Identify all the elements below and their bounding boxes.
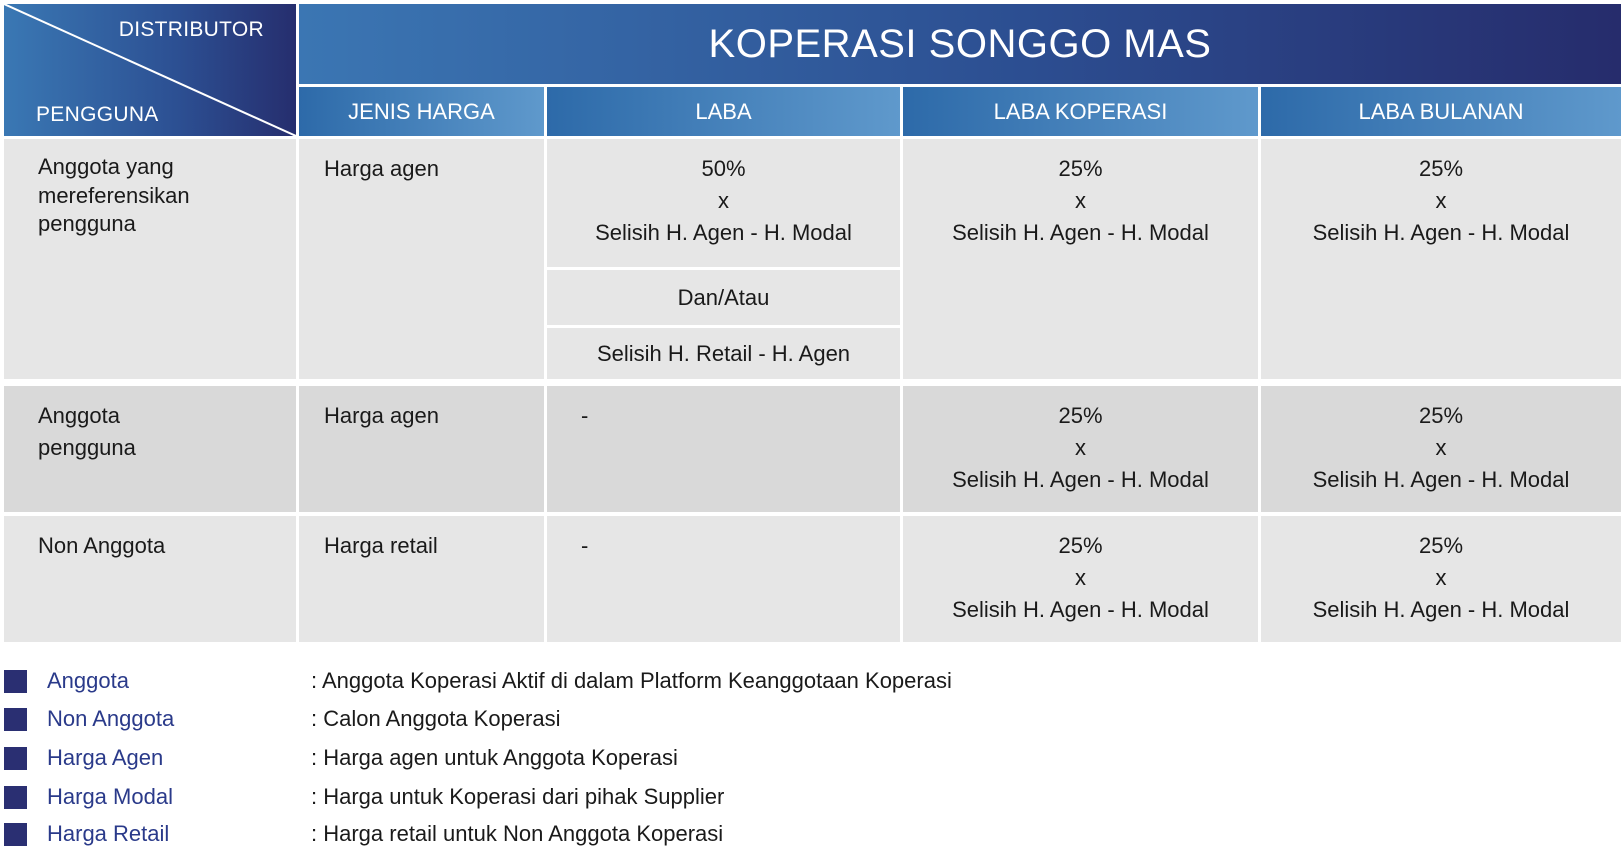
laba-bulanan-percent: 25% (1418, 156, 1464, 181)
legend-term-harga-modal: Harga Modal (47, 784, 173, 809)
table-row-1-laba-top: 50% x Selisih H. Agen - H. Modal (547, 139, 900, 267)
column-header-laba: LABA (547, 87, 900, 136)
laba-bulanan-formula: Selisih H. Agen - H. Modal (1312, 596, 1570, 622)
table-row-3-laba-bulanan: 25% x Selisih H. Agen - H. Modal (1261, 516, 1621, 642)
table-row-3-jenis-harga: Harga retail (299, 516, 544, 642)
legend-term-harga-agen: Harga Agen (47, 745, 164, 770)
laba-times: x (718, 187, 729, 213)
jenis-harga-text: Harga agen (324, 156, 439, 181)
column-header-jenis-harga: JENIS HARGA (299, 87, 544, 136)
laba-formula: Selisih H. Agen - H. Modal (595, 219, 852, 245)
legend-definition-non-anggota: : Calon Anggota Koperasi (311, 706, 561, 731)
laba-koperasi-times: x (1075, 564, 1086, 590)
table-row-1-pengguna: Anggota yang mereferensikan pengguna (4, 139, 296, 379)
column-header-laba-koperasi: LABA KOPERASI (903, 87, 1258, 136)
laba-koperasi-formula: Selisih H. Agen - H. Modal (952, 466, 1209, 492)
column-header-laba-bulanan: LABA BULANAN (1261, 87, 1621, 136)
jenis-harga-text: Harga retail (324, 533, 438, 558)
legend-term-harga-retail: Harga Retail (47, 821, 170, 846)
legend-square-icon (4, 670, 27, 693)
laba-bulanan-percent: 25% (1418, 403, 1464, 428)
pengguna-text: Non Anggota (38, 533, 166, 558)
table-row-1-jenis-harga: Harga agen (299, 139, 544, 379)
table-row-1-laba-middle: Dan/Atau (547, 270, 900, 325)
pengguna-text: Anggota yang mereferensikan pengguna (38, 154, 190, 237)
laba-percent: 50% (701, 156, 746, 181)
legend-term-non-anggota: Non Anggota (47, 706, 175, 731)
legend-definition-anggota: : Anggota Koperasi Aktif di dalam Platfo… (311, 668, 952, 693)
legend-square-icon (4, 823, 27, 846)
laba-dash: - (581, 533, 589, 558)
jenis-harga-text: Harga agen (324, 403, 439, 428)
laba-bulanan-times: x (1435, 434, 1447, 460)
table-row-1-laba-bottom: Selisih H. Retail - H. Agen (547, 328, 900, 379)
laba-koperasi-percent: 25% (1058, 156, 1103, 181)
laba-koperasi-formula: Selisih H. Agen - H. Modal (952, 596, 1209, 622)
laba-koperasi-times: x (1075, 434, 1086, 460)
corner-label-distributor: DISTRIBUTOR (118, 18, 264, 41)
table-row-3-pengguna: Non Anggota (4, 516, 296, 642)
legend-square-icon (4, 786, 27, 809)
table-row-2-jenis-harga: Harga agen (299, 386, 544, 512)
table-row-1-laba-koperasi: 25% x Selisih H. Agen - H. Modal (903, 139, 1258, 379)
table-row-3-laba-koperasi: 25% x Selisih H. Agen - H. Modal (903, 516, 1258, 642)
laba-bulanan-percent: 25% (1418, 533, 1464, 558)
table-row-3-laba: - (547, 516, 900, 642)
corner-label-pengguna: PENGGUNA (36, 103, 159, 126)
table-row-2-laba: - (547, 386, 900, 512)
legend-definition-harga-agen: : Harga agen untuk Anggota Koperasi (311, 745, 678, 770)
table-title: KOPERASI SONGGO MAS (299, 4, 1621, 84)
laba-formula-retail: Selisih H. Retail - H. Agen (596, 340, 851, 366)
legend-definition-harga-modal: : Harga untuk Koperasi dari pihak Suppli… (311, 784, 725, 809)
corner-diagonal (4, 4, 296, 136)
laba-bulanan-formula: Selisih H. Agen - H. Modal (1312, 219, 1570, 245)
laba-koperasi-percent: 25% (1058, 533, 1103, 558)
laba-dash: - (581, 403, 589, 428)
corner-header: DISTRIBUTOR PENGGUNA (4, 4, 296, 136)
table-row-2-pengguna: Anggota pengguna (4, 386, 296, 512)
table-row-2-laba-koperasi: 25% x Selisih H. Agen - H. Modal (903, 386, 1258, 512)
table-row-1-laba-bulanan: 25% x Selisih H. Agen - H. Modal (1261, 139, 1621, 379)
laba-koperasi-formula: Selisih H. Agen - H. Modal (952, 219, 1209, 245)
legend-definition-harga-retail: : Harga retail untuk Non Anggota Koperas… (311, 821, 724, 846)
legend-square-icon (4, 747, 27, 770)
legend-square-icon (4, 708, 27, 731)
table-row-2-laba-bulanan: 25% x Selisih H. Agen - H. Modal (1261, 386, 1621, 512)
laba-koperasi-times: x (1075, 187, 1086, 213)
legend-term-anggota: Anggota (47, 668, 129, 693)
laba-bulanan-times: x (1435, 564, 1447, 590)
laba-bulanan-times: x (1435, 187, 1447, 213)
laba-koperasi-percent: 25% (1058, 403, 1103, 428)
pengguna-text: Anggota pengguna (38, 403, 136, 460)
laba-and-or: Dan/Atau (677, 284, 770, 310)
laba-bulanan-formula: Selisih H. Agen - H. Modal (1312, 466, 1570, 492)
